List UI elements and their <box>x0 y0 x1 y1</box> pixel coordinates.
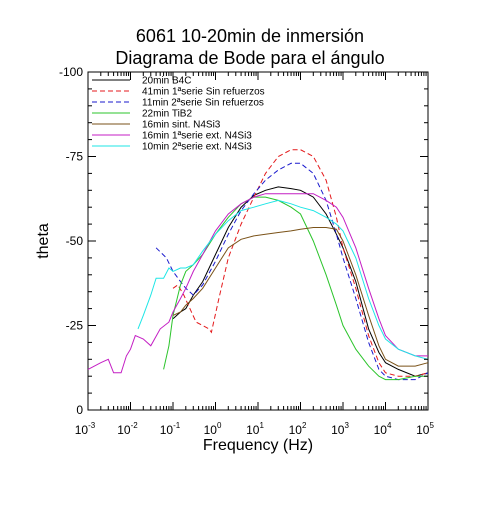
series-line <box>172 227 429 367</box>
series-line <box>172 149 429 377</box>
series-line <box>137 199 429 360</box>
x-axis-label: Frequency (Hz) <box>203 437 313 454</box>
x-tick-label: 102 <box>289 421 307 437</box>
series-line <box>155 162 429 381</box>
series-line <box>163 196 428 381</box>
legend-label: 20min B4C <box>142 76 191 87</box>
legend-label: 11min 2ªserie Sin refuerzos <box>142 98 264 109</box>
x-tick-label: 10-2 <box>117 421 138 437</box>
y-tick-label: -25 <box>66 319 84 333</box>
legend-label: 10min 2ªserie ext. N4Si3 <box>142 142 252 153</box>
plot-area <box>87 71 429 411</box>
x-tick-label: 103 <box>331 421 349 437</box>
series-line <box>172 186 429 377</box>
plot-frame <box>87 71 429 411</box>
chart-title-line-1: 6061 10-20min de inmersión <box>136 26 364 46</box>
y-tick-label: 0 <box>76 403 83 417</box>
chart-title-line-2: Diagrama de Bode para el ángulo <box>115 48 384 68</box>
x-tick-label: 100 <box>204 421 222 437</box>
legend-label: 16min sint. N4Si3 <box>142 120 221 131</box>
y-tick-label: -50 <box>66 234 84 248</box>
x-tick-label: 10-1 <box>160 421 181 437</box>
legend-label: 41min 1ªserie Sin refuerzos <box>142 87 265 98</box>
x-tick-label: 10-3 <box>75 421 96 437</box>
legend-label: 22min TiB2 <box>142 109 192 120</box>
x-tick-label: 105 <box>416 421 434 437</box>
y-tick-label: -100 <box>59 65 83 79</box>
y-tick-label: -75 <box>66 150 84 164</box>
series-line <box>87 193 428 374</box>
legend-label: 16min 1ªserie ext. N4Si3 <box>142 131 252 142</box>
x-tick-label: 101 <box>246 421 264 437</box>
y-axis-label: theta <box>35 223 52 259</box>
axis-ticks: 10-3 10-2 10-1 100 101 102 103 104 105 0 -25 -50 -75… <box>59 65 434 437</box>
x-tick-label: 104 <box>374 421 392 437</box>
